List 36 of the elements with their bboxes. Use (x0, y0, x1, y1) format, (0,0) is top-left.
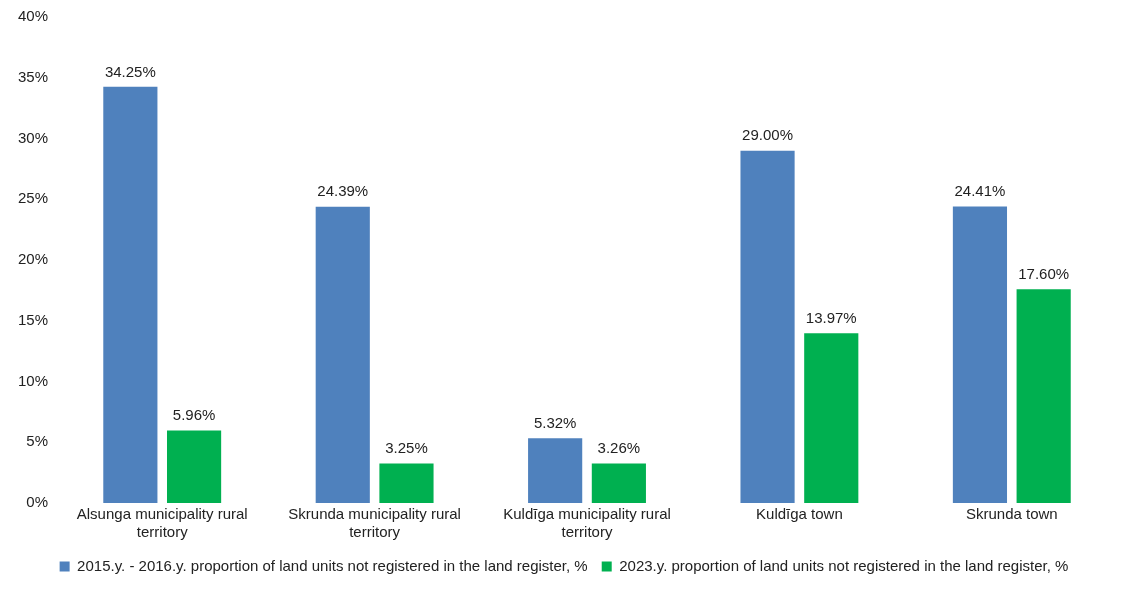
bar (591, 463, 646, 503)
y-tick-label: 40% (17, 7, 49, 25)
x-tick-label: Alsunga municipality rural territory (76, 505, 248, 541)
bar (167, 430, 222, 503)
data-label: 5.32% (533, 414, 577, 431)
bar (952, 206, 1008, 503)
bar (804, 333, 859, 503)
data-label: 13.97% (805, 308, 857, 326)
x-tick-label: Skrunda municipality rural territory (288, 505, 461, 541)
x-tick-label: Kuldīga town (756, 505, 843, 523)
bar (740, 150, 795, 503)
data-label: 5.96% (172, 406, 216, 424)
bar (103, 86, 158, 503)
y-tick-label: 25% (17, 189, 49, 207)
y-tick-label: 5% (26, 432, 49, 450)
y-tick-label: 15% (17, 310, 49, 328)
bar (315, 206, 370, 503)
y-tick-label: 30% (17, 128, 49, 146)
data-label: 17.60% (1018, 264, 1070, 282)
data-label: 3.26% (597, 439, 641, 457)
y-tick-label: 20% (17, 250, 49, 268)
data-label: 34.25% (104, 62, 156, 80)
y-tick-label: 35% (17, 67, 49, 85)
data-label: 29.00% (742, 126, 793, 144)
data-label: 24.41% (954, 182, 1006, 200)
bar (528, 438, 583, 503)
y-tick-label: 0% (26, 493, 49, 511)
x-tick-label: Kuldīga municipality rural territory (503, 505, 671, 541)
bar (379, 463, 434, 503)
legend-label: 2015.y. - 2016.y. proportion of land units not registered in the land register, % (77, 556, 588, 574)
x-tick-label: Skrunda town (965, 505, 1058, 523)
data-label: 3.25% (385, 439, 428, 457)
legend-label: 2023.y. proportion of land units not registered in the land register, % (619, 556, 1069, 574)
y-tick-label: 10% (17, 371, 49, 389)
data-label: 24.39% (317, 182, 369, 200)
bar (1016, 289, 1071, 503)
